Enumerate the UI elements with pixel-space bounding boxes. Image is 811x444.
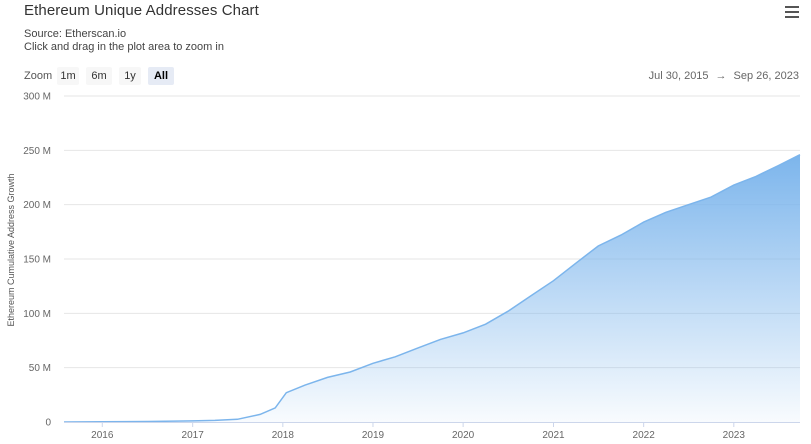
range-from-date[interactable]: Jul 30, 2015 — [648, 70, 709, 82]
x-tick-label: 2022 — [633, 430, 656, 441]
series-line[interactable] — [63, 154, 801, 423]
zoom-all-button[interactable]: All — [148, 67, 174, 85]
date-range[interactable]: Jul 30, 2015 → Sep 26, 2023 — [649, 70, 799, 82]
x-tick-label: 2020 — [452, 430, 475, 441]
zoom-1m-button[interactable]: 1m — [57, 67, 79, 85]
x-axis-ticks: 2016 2017 2018 2019 2020 2021 2022 2023 — [91, 422, 745, 441]
x-tick-label: 2017 — [182, 430, 205, 441]
y-tick-label: 250 M — [23, 146, 51, 157]
chart-title: Ethereum Unique Addresses Chart — [24, 2, 259, 19]
y-tick-label: 50 M — [29, 363, 51, 374]
y-tick-label: 150 M — [23, 255, 51, 266]
zoom-label: Zoom — [24, 70, 53, 82]
zoom-6m-button[interactable]: 6m — [86, 67, 112, 85]
x-tick-label: 2018 — [272, 430, 295, 441]
x-tick-label: 2023 — [723, 430, 746, 441]
range-to-date[interactable]: Sep 26, 2023 — [733, 70, 799, 82]
area-fill — [64, 154, 800, 422]
y-axis-ticks: 0 50 M 100 M 150 M 200 M 250 M 300 M — [23, 92, 51, 429]
y-tick-label: 300 M — [23, 92, 51, 103]
x-tick-label: 2019 — [362, 430, 385, 441]
x-tick-label: 2016 — [91, 430, 114, 441]
arrow-right-icon: → — [715, 70, 727, 82]
hamburger-menu-icon[interactable] — [785, 6, 799, 18]
x-tick-label: 2021 — [542, 430, 565, 441]
y-tick-label: 0 — [45, 418, 51, 429]
source-text: Source: Etherscan.io — [24, 28, 127, 40]
zoom-hint-text: Click and drag in the plot area to zoom … — [24, 41, 224, 53]
zoom-1y-button[interactable]: 1y — [119, 67, 141, 85]
y-tick-label: 100 M — [23, 309, 51, 320]
y-tick-label: 200 M — [23, 200, 51, 211]
